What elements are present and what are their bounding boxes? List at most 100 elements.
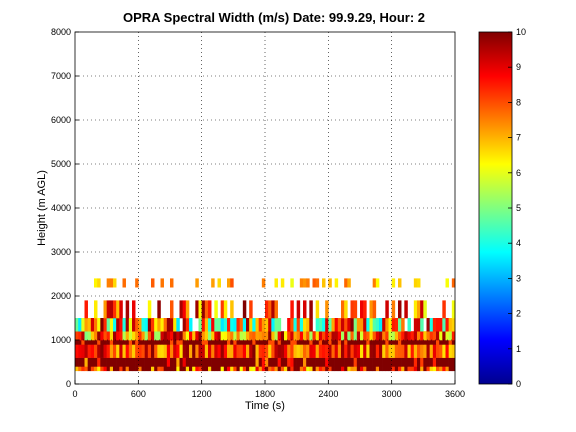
- heatmap-cell: [147, 344, 152, 358]
- heatmap-cell: [192, 340, 196, 345]
- heatmap-cell: [280, 331, 285, 341]
- heatmap-cell: [315, 318, 320, 332]
- heatmap-cell: [255, 318, 259, 332]
- heatmap-cell: [223, 318, 228, 332]
- heatmap-cell: [135, 331, 139, 341]
- heatmap-cell: [97, 357, 101, 367]
- heatmap-cell: [170, 357, 174, 367]
- heatmap-cell: [420, 357, 424, 367]
- heatmap-cell: [97, 331, 101, 341]
- heatmap-cell: [265, 318, 269, 332]
- heatmap-cell: [375, 340, 380, 345]
- heatmap-cell: [432, 340, 437, 345]
- heatmap-cell: [353, 344, 358, 358]
- heatmap-cell: [337, 331, 342, 341]
- heatmap-cell: [87, 331, 92, 341]
- heatmap-cell: [385, 318, 389, 332]
- heatmap-cell: [128, 344, 133, 358]
- heatmap-cell: [451, 344, 456, 358]
- x-axis-ticks: 0 600 1200 1800 2400 3000 3600: [72, 380, 465, 399]
- heatmap-cell: [312, 344, 316, 358]
- heatmap-cell: [391, 366, 396, 372]
- heatmap-cell: [341, 331, 345, 341]
- heatmap-cell: [344, 300, 348, 319]
- heatmap-cell: [166, 331, 171, 341]
- heatmap-cell: [366, 318, 370, 332]
- heatmap-cell: [198, 340, 202, 345]
- heatmap-cell: [265, 340, 269, 345]
- heatmap-cell: [394, 340, 399, 345]
- heatmap-cell: [385, 366, 389, 372]
- heatmap-cell: [204, 357, 209, 367]
- heatmap-cell: [78, 340, 82, 345]
- heatmap-cell: [189, 318, 193, 332]
- heatmap-cell: [97, 366, 101, 372]
- heatmap-cell: [135, 278, 139, 288]
- heatmap-cell: [277, 331, 282, 341]
- heatmap-cell: [255, 357, 259, 367]
- heatmap-cell: [318, 366, 323, 372]
- heatmap-cell: [280, 366, 285, 372]
- heatmap-cell: [170, 366, 174, 372]
- colorbar-tick-label: 9: [516, 62, 521, 72]
- heatmap-cell: [413, 278, 418, 288]
- heatmap-cell: [106, 366, 111, 372]
- heatmap-cell: [303, 331, 307, 341]
- heatmap-cell: [296, 344, 301, 358]
- x-tick-label: 1800: [255, 389, 275, 399]
- heatmap-cell: [147, 357, 152, 367]
- heatmap-cell: [258, 366, 263, 372]
- heatmap-cell: [366, 331, 370, 341]
- heatmap-cell: [401, 357, 405, 367]
- heatmap-cell: [407, 366, 411, 372]
- heatmap-cell: [344, 340, 348, 345]
- heatmap-cell: [211, 340, 215, 345]
- heatmap-cell: [109, 344, 114, 358]
- heatmap-cell: [401, 344, 405, 358]
- heatmap-cell: [94, 340, 98, 345]
- heatmap-cell: [356, 357, 361, 367]
- heatmap-cell: [268, 340, 272, 345]
- heatmap-cell: [312, 357, 316, 367]
- heatmap-cell: [318, 344, 323, 358]
- heatmap-cell: [413, 300, 418, 319]
- heatmap-cell: [261, 366, 266, 372]
- heatmap-cell: [356, 340, 361, 345]
- heatmap-cell: [138, 344, 142, 358]
- heatmap-cell: [103, 366, 107, 372]
- heatmap-cell: [417, 344, 421, 358]
- heatmap-cell: [249, 344, 253, 358]
- heatmap-cell: [170, 318, 174, 332]
- heatmap-cell: [255, 366, 259, 372]
- heatmap-cell: [198, 318, 202, 332]
- heatmap-cell: [195, 340, 199, 345]
- heatmap-cell: [429, 331, 434, 341]
- heatmap-cell: [157, 344, 161, 358]
- heatmap-cell: [391, 331, 396, 341]
- heatmap-cell: [201, 357, 206, 367]
- heatmap-cell: [398, 278, 402, 288]
- heatmap-cell: [290, 331, 294, 341]
- heatmap-cell: [141, 344, 145, 358]
- heatmap-cell: [252, 344, 256, 358]
- heatmap-cell: [198, 366, 202, 372]
- heatmap-cell: [363, 366, 367, 372]
- heatmap-cell: [100, 340, 104, 345]
- heatmap-cell: [309, 340, 313, 345]
- heatmap-cell: [382, 344, 386, 358]
- heatmap-cell: [163, 344, 168, 358]
- heatmap-cell: [398, 300, 402, 319]
- heatmap-cell: [296, 357, 301, 367]
- heatmap-cell: [147, 331, 152, 341]
- heatmap-cell: [189, 340, 193, 345]
- heatmap-cell: [113, 318, 117, 332]
- heatmap-cell: [315, 357, 320, 367]
- heatmap-cell: [211, 331, 215, 341]
- heatmap-cell: [369, 357, 373, 367]
- heatmap-cell: [356, 331, 361, 341]
- heatmap-cell: [106, 278, 111, 288]
- heatmap-cell: [106, 331, 111, 341]
- heatmap-cell: [429, 340, 434, 345]
- heatmap-cell: [223, 357, 228, 367]
